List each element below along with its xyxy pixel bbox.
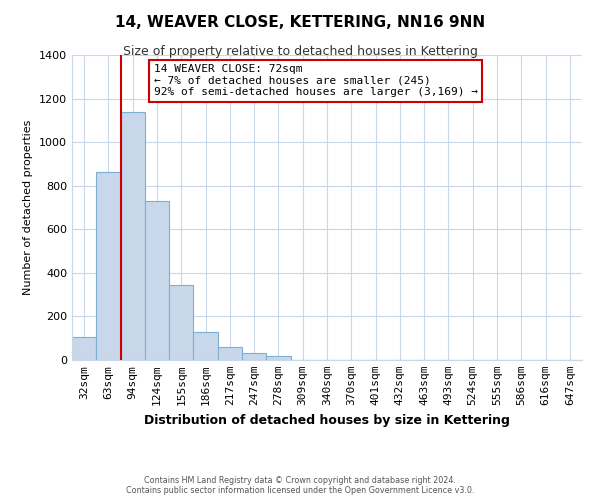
Bar <box>96 172 121 360</box>
Text: Size of property relative to detached houses in Kettering: Size of property relative to detached ho… <box>122 45 478 58</box>
Bar <box>121 112 145 360</box>
Y-axis label: Number of detached properties: Number of detached properties <box>23 120 34 295</box>
Bar <box>218 347 242 360</box>
Bar <box>169 285 193 360</box>
Text: Contains HM Land Registry data © Crown copyright and database right 2024.
Contai: Contains HM Land Registry data © Crown c… <box>126 476 474 495</box>
Bar <box>145 201 169 360</box>
Bar <box>242 354 266 360</box>
Bar <box>193 332 218 360</box>
Text: 14 WEAVER CLOSE: 72sqm
← 7% of detached houses are smaller (245)
92% of semi-det: 14 WEAVER CLOSE: 72sqm ← 7% of detached … <box>154 64 478 98</box>
X-axis label: Distribution of detached houses by size in Kettering: Distribution of detached houses by size … <box>144 414 510 426</box>
Text: 14, WEAVER CLOSE, KETTERING, NN16 9NN: 14, WEAVER CLOSE, KETTERING, NN16 9NN <box>115 15 485 30</box>
Bar <box>72 336 96 360</box>
Bar <box>266 356 290 360</box>
